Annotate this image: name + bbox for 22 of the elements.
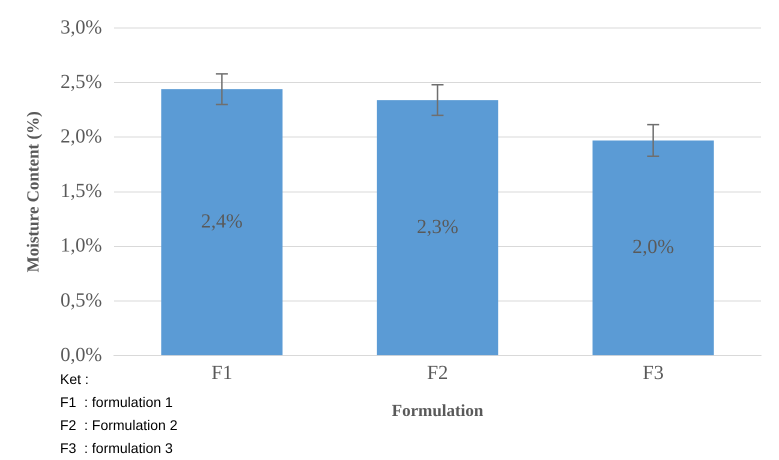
bar [161, 89, 283, 356]
y-tick-label: 1,0% [60, 234, 102, 257]
bar [592, 140, 714, 356]
x-tick-label: F2 [426, 362, 448, 384]
x-axis-title: Formulation [392, 401, 484, 420]
data-label: 2,0% [632, 236, 674, 258]
y-tick-label: 2,0% [60, 125, 102, 148]
text: F2 : Formulation 2 [60, 417, 178, 433]
y-axis-title: Moisture Content (%) [24, 111, 43, 272]
x-tick-label: F1 [211, 362, 232, 384]
y-tick-label: 0,0% [60, 344, 102, 366]
data-label: 2,4% [201, 210, 243, 232]
text: Ket : [60, 371, 89, 387]
x-tick-label: F3 [642, 362, 664, 384]
y-tick-label: 0,5% [60, 289, 102, 312]
y-tick-label: 1,5% [60, 180, 102, 202]
data-label: 2,3% [416, 216, 458, 238]
y-tick-label: 3,0% [60, 16, 102, 38]
text: F3 : formulation 3 [60, 440, 174, 456]
bar [376, 100, 498, 356]
y-tick-label: 2,5% [60, 70, 102, 93]
text: F1 : formulation 1 [60, 394, 174, 410]
